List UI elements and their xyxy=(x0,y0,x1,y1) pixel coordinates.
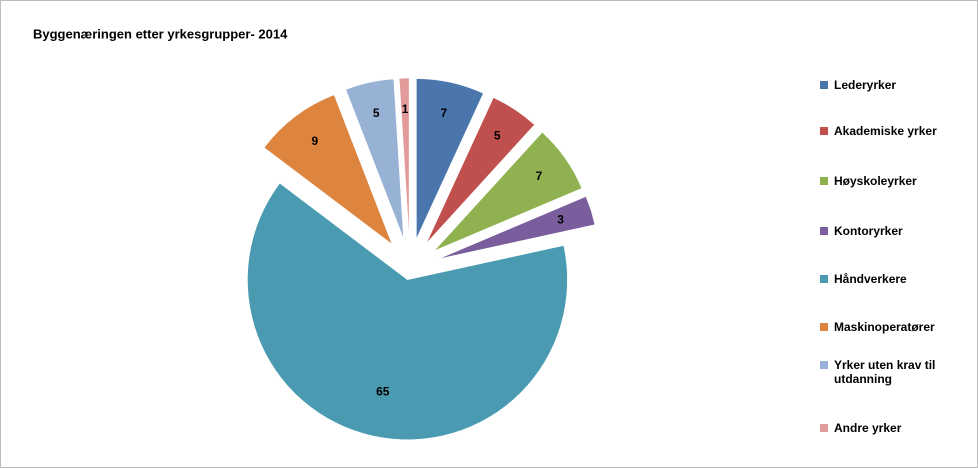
legend-swatch xyxy=(820,127,828,135)
pie-slice xyxy=(398,77,410,239)
legend-entry: Lederyrker xyxy=(820,78,970,92)
pie-slice xyxy=(345,78,404,239)
pie-slice xyxy=(434,132,583,251)
data-label: 65 xyxy=(376,384,390,398)
legend-label: Maskinoperatører xyxy=(834,320,935,334)
legend: Lederyrker Akademiske yrker Høyskoleyrker K… xyxy=(820,0,970,468)
legend-swatch xyxy=(820,81,828,89)
data-label: 5 xyxy=(494,128,501,142)
pie-slice xyxy=(247,182,568,440)
legend-swatch xyxy=(820,361,828,369)
data-label: 5 xyxy=(373,106,380,120)
legend-swatch xyxy=(820,275,828,283)
data-label: 7 xyxy=(536,169,543,183)
data-label: 7 xyxy=(440,106,447,120)
legend-entry: Høyskoleyrker xyxy=(820,174,970,188)
legend-entry: Yrker uten krav til utdanning xyxy=(820,358,970,386)
legend-entry: Kontoryrker xyxy=(820,224,970,238)
legend-label: Yrker uten krav til utdanning xyxy=(834,358,936,386)
legend-label: Kontoryrker xyxy=(834,224,903,238)
legend-label: Høyskoleyrker xyxy=(834,174,917,188)
data-label: 3 xyxy=(557,212,564,226)
legend-label: Akademiske yrker xyxy=(834,124,937,138)
data-label: 1 xyxy=(402,102,409,116)
legend-label: Lederyrker xyxy=(834,78,897,92)
legend-swatch xyxy=(820,424,828,432)
legend-label: Andre yrker xyxy=(834,421,902,435)
chart-title: Byggenæringen etter yrkesgrupper- 2014 xyxy=(33,26,288,41)
legend-entry: Akademiske yrker xyxy=(820,124,970,138)
pie-slice xyxy=(263,94,393,245)
data-label: 9 xyxy=(311,134,318,148)
legend-entry: Maskinoperatører xyxy=(820,320,970,334)
legend-entry: Andre yrker xyxy=(820,421,970,435)
pie-slice xyxy=(416,78,484,239)
legend-swatch xyxy=(820,177,828,185)
pie-slice xyxy=(438,196,596,260)
legend-entry: Håndverkere xyxy=(820,272,970,286)
legend-swatch xyxy=(820,227,828,235)
pie-slice xyxy=(426,97,535,244)
legend-swatch xyxy=(820,323,828,331)
legend-label: Håndverkere xyxy=(834,272,907,286)
